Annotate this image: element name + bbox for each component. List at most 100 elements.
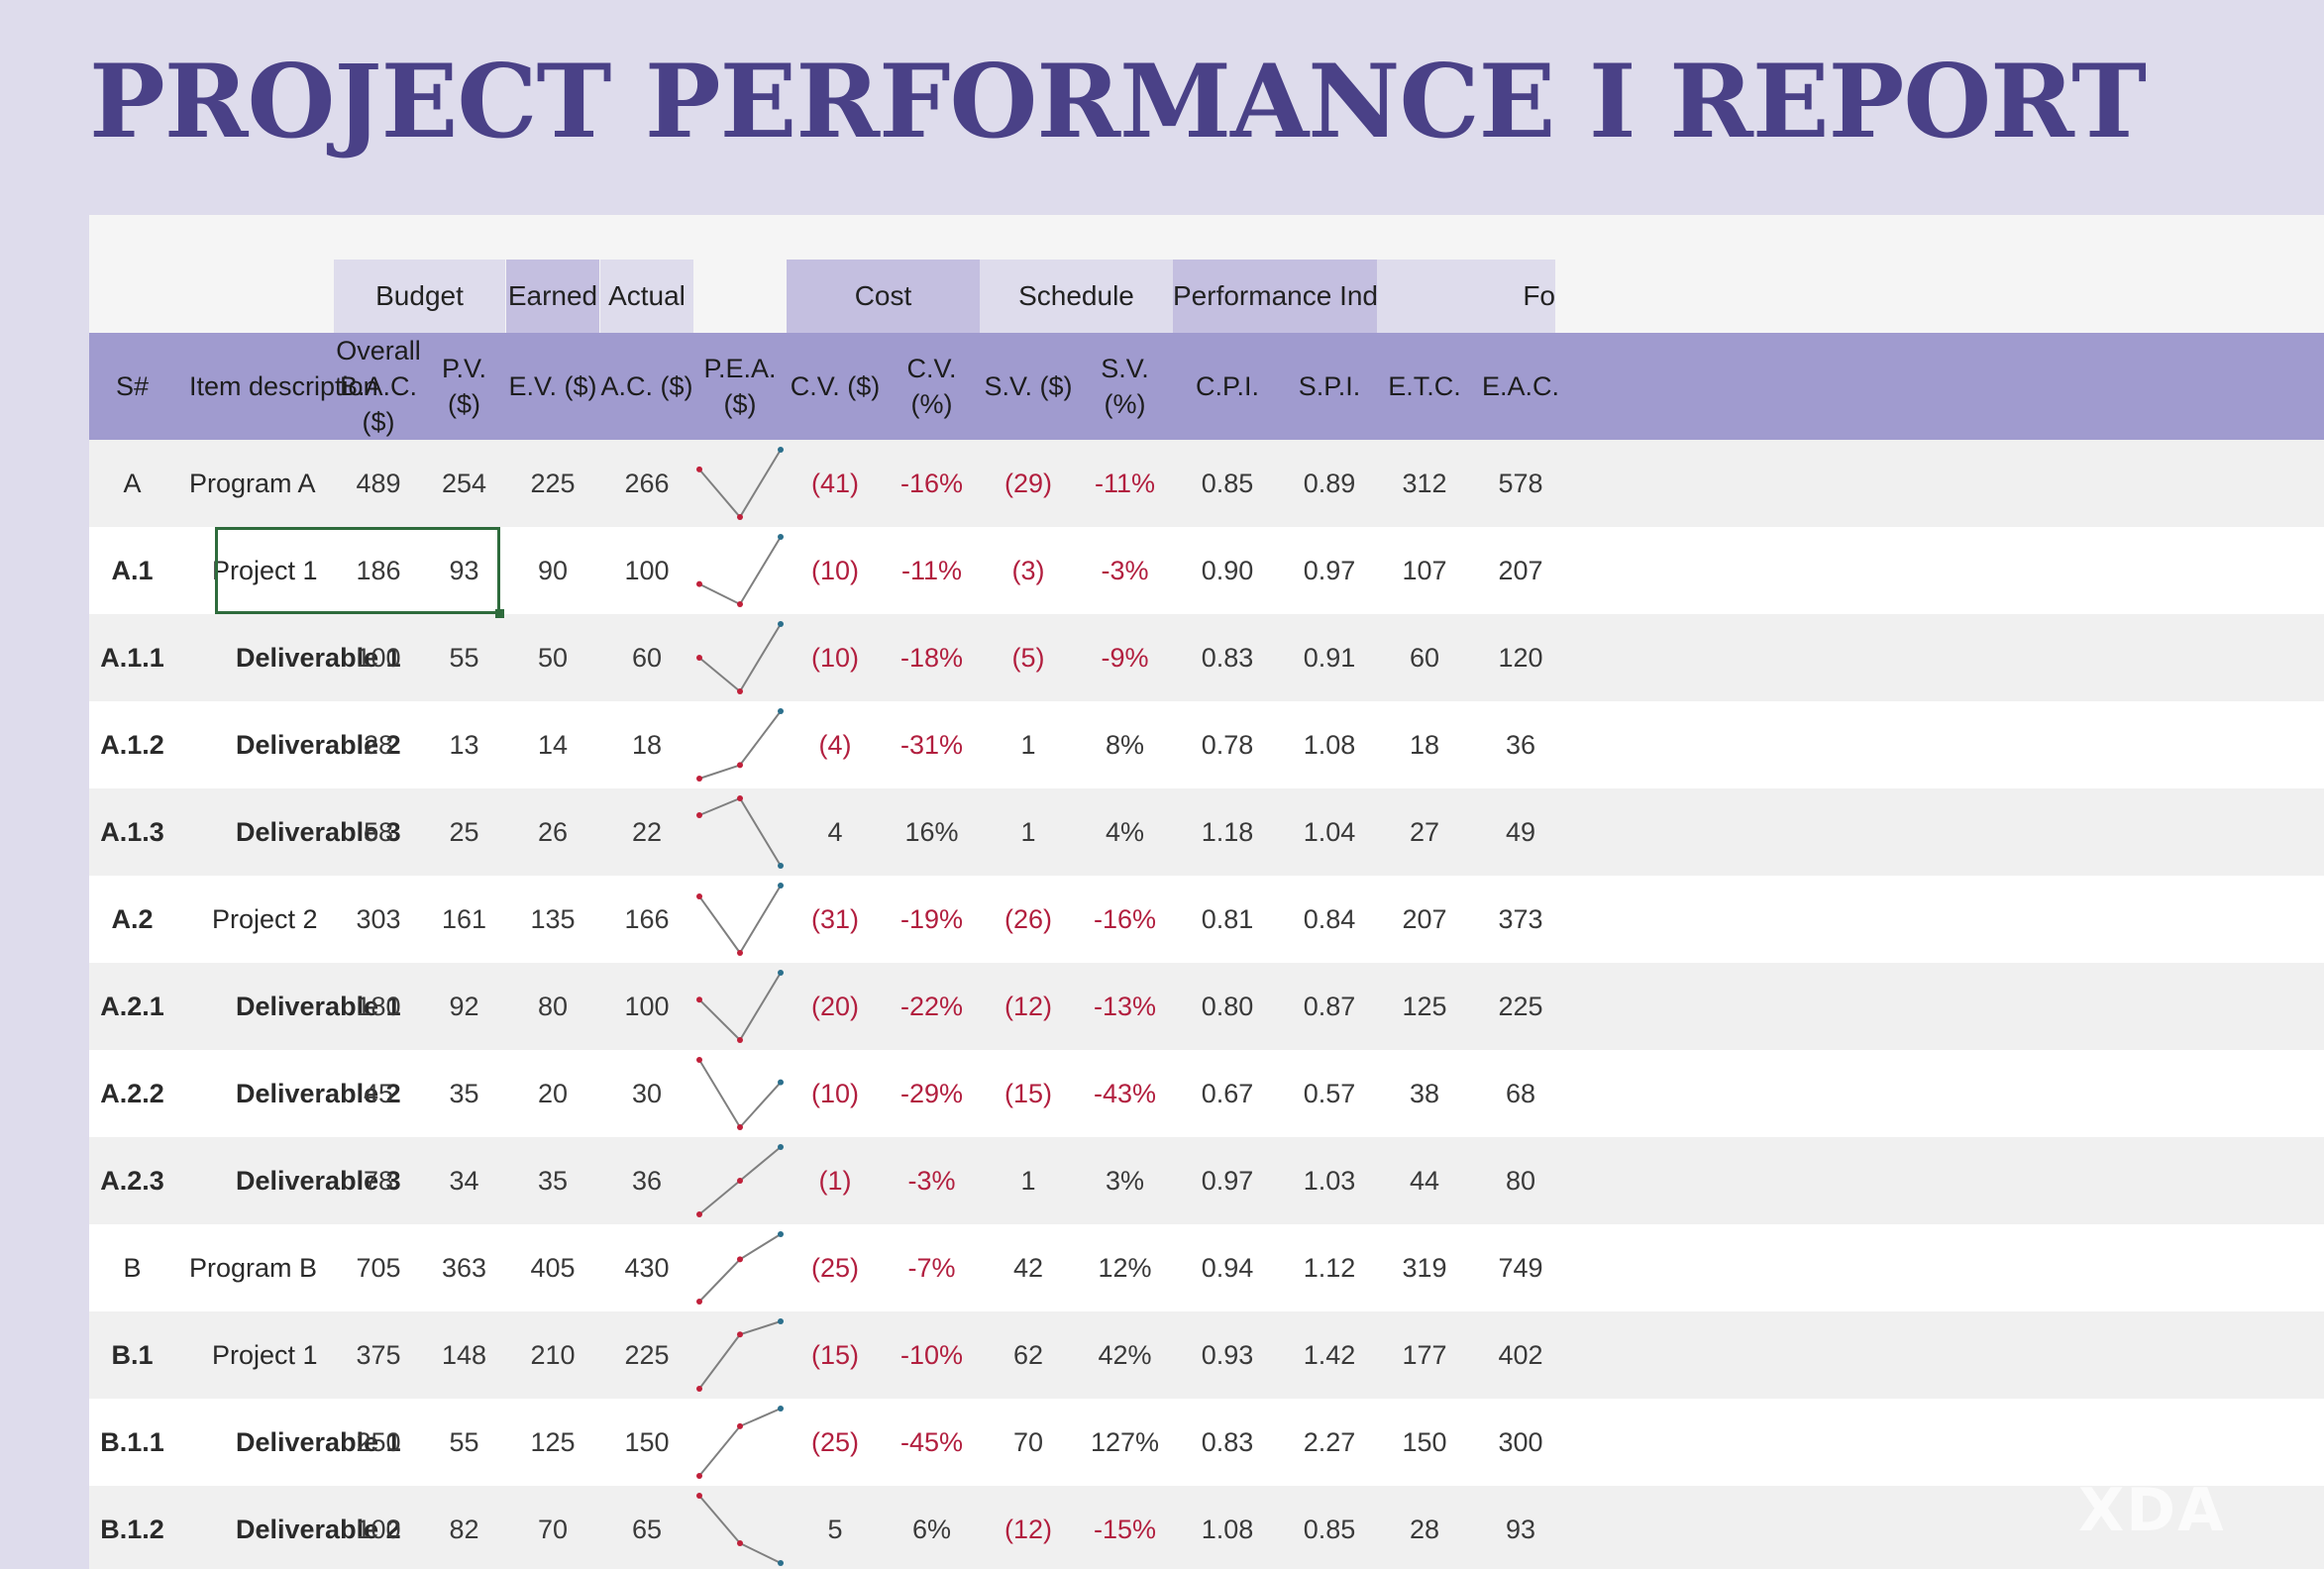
col-header-cpi[interactable]: C.P.I. xyxy=(1195,371,1260,401)
cell-ev[interactable]: 210 xyxy=(530,1340,576,1370)
cell-spi[interactable]: 0.91 xyxy=(1303,643,1356,673)
cell-cpi[interactable]: 0.83 xyxy=(1201,643,1254,673)
cell-etc[interactable]: 107 xyxy=(1402,556,1447,585)
cell-ac[interactable]: 22 xyxy=(631,817,663,847)
cell-cv[interactable]: (4) xyxy=(818,730,852,760)
cell-cpi[interactable]: 0.97 xyxy=(1201,1166,1254,1196)
cell-sv[interactable]: 1 xyxy=(1020,1166,1036,1196)
cell-ac[interactable]: 30 xyxy=(631,1079,663,1108)
cell-cpi[interactable]: 0.93 xyxy=(1201,1340,1254,1370)
col-header-bac[interactable]: Overall B.A.C. ($) xyxy=(336,336,421,437)
cell-item-description[interactable]: Program B xyxy=(189,1253,318,1283)
cell-cvp[interactable]: -3% xyxy=(907,1166,956,1196)
cell-cvp[interactable]: -18% xyxy=(899,643,964,673)
cell-bac[interactable]: 100 xyxy=(356,1515,401,1544)
cell-pv[interactable]: 254 xyxy=(441,469,487,498)
cell-item-description[interactable]: Project 1 xyxy=(212,556,318,585)
cell-spi[interactable]: 1.42 xyxy=(1303,1340,1356,1370)
cell-ac[interactable]: 150 xyxy=(624,1427,670,1457)
cell-cpi[interactable]: 0.81 xyxy=(1201,904,1254,934)
cell-bac[interactable]: 375 xyxy=(356,1340,401,1370)
spreadsheet-grid[interactable]: Budget Earned Actual Cost Schedule Perfo… xyxy=(89,215,2324,1569)
cell-svp[interactable]: -11% xyxy=(1094,469,1156,498)
cell-sn[interactable]: B.1 xyxy=(111,1340,154,1370)
cell-sn[interactable]: B.1.1 xyxy=(100,1427,164,1457)
cell-bac[interactable]: 45 xyxy=(363,1079,394,1108)
cell-ev[interactable]: 80 xyxy=(537,992,569,1021)
cell-spi[interactable]: 1.04 xyxy=(1303,817,1356,847)
cell-cpi[interactable]: 0.90 xyxy=(1201,556,1254,585)
cell-cv[interactable]: (20) xyxy=(810,992,859,1021)
cell-bac[interactable]: 186 xyxy=(356,556,401,585)
cell-item-description[interactable]: Project 2 xyxy=(212,904,318,934)
cell-cv[interactable]: (10) xyxy=(810,556,859,585)
cell-pv[interactable]: 25 xyxy=(449,817,479,847)
cell-etc[interactable]: 28 xyxy=(1409,1515,1440,1544)
cell-svp[interactable]: -9% xyxy=(1101,643,1149,673)
cell-cvp[interactable]: -29% xyxy=(899,1079,964,1108)
cell-eac[interactable]: 300 xyxy=(1498,1427,1543,1457)
cell-sv[interactable]: 1 xyxy=(1020,730,1036,760)
cell-ev[interactable]: 70 xyxy=(537,1515,569,1544)
cell-cv[interactable]: (31) xyxy=(810,904,859,934)
cell-sv[interactable]: 62 xyxy=(1012,1340,1044,1370)
cell-ac[interactable]: 266 xyxy=(624,469,670,498)
col-header-spi[interactable]: S.P.I. xyxy=(1298,371,1361,401)
cell-etc[interactable]: 38 xyxy=(1409,1079,1440,1108)
cell-cvp[interactable]: -16% xyxy=(899,469,964,498)
cell-etc[interactable]: 44 xyxy=(1409,1166,1440,1196)
cell-ev[interactable]: 90 xyxy=(537,556,569,585)
cell-cpi[interactable]: 0.67 xyxy=(1201,1079,1254,1108)
cell-sn[interactable]: A.2 xyxy=(111,904,154,934)
cell-svp[interactable]: 4% xyxy=(1105,817,1145,847)
cell-item-description[interactable]: Deliverable 3 xyxy=(236,1166,401,1196)
cell-eac[interactable]: 578 xyxy=(1498,469,1543,498)
cell-bac[interactable]: 78 xyxy=(363,1166,394,1196)
cell-ev[interactable]: 26 xyxy=(537,817,569,847)
cell-sn[interactable]: A.1.1 xyxy=(100,643,164,673)
cell-spi[interactable]: 1.03 xyxy=(1303,1166,1356,1196)
cell-cpi[interactable]: 0.85 xyxy=(1201,469,1254,498)
cell-bac[interactable]: 705 xyxy=(356,1253,401,1283)
cell-ev[interactable]: 135 xyxy=(530,904,576,934)
cell-sv[interactable]: (5) xyxy=(1011,643,1045,673)
cell-cvp[interactable]: 6% xyxy=(911,1515,952,1544)
cell-sn[interactable]: A.1 xyxy=(111,556,154,585)
col-header-cv-pct[interactable]: C.V. (%) xyxy=(906,354,957,419)
cell-eac[interactable]: 36 xyxy=(1505,730,1536,760)
cell-cv[interactable]: (25) xyxy=(810,1253,859,1283)
cell-sv[interactable]: (12) xyxy=(1004,1515,1052,1544)
col-header-pea[interactable]: P.E.A. ($) xyxy=(703,354,777,419)
cell-cpi[interactable]: 0.80 xyxy=(1201,992,1254,1021)
cell-item-description[interactable]: Deliverable 1 xyxy=(236,1427,401,1457)
cell-pv[interactable]: 148 xyxy=(441,1340,487,1370)
cell-sn[interactable]: A.1.2 xyxy=(100,730,164,760)
cell-pv[interactable]: 13 xyxy=(449,730,479,760)
cell-ev[interactable]: 125 xyxy=(530,1427,576,1457)
active-cell-selection[interactable] xyxy=(215,527,500,614)
cell-sn[interactable]: B xyxy=(123,1253,142,1283)
cell-cvp[interactable]: 16% xyxy=(904,817,959,847)
cell-sv[interactable]: 42 xyxy=(1012,1253,1044,1283)
cell-svp[interactable]: 42% xyxy=(1098,1340,1152,1370)
cell-eac[interactable]: 373 xyxy=(1498,904,1543,934)
cell-bac[interactable]: 250 xyxy=(356,1427,401,1457)
cell-item-description[interactable]: Deliverable 2 xyxy=(236,730,401,760)
cell-ac[interactable]: 225 xyxy=(624,1340,670,1370)
cell-sv[interactable]: (29) xyxy=(1004,469,1052,498)
cell-item-description[interactable]: Deliverable 2 xyxy=(236,1079,401,1108)
cell-ac[interactable]: 60 xyxy=(631,643,663,673)
cell-pv[interactable]: 92 xyxy=(449,992,479,1021)
cell-spi[interactable]: 2.27 xyxy=(1303,1427,1356,1457)
cell-item-description[interactable]: Project 1 xyxy=(212,1340,318,1370)
cell-eac[interactable]: 49 xyxy=(1505,817,1536,847)
col-header-item[interactable]: Item description xyxy=(189,371,378,401)
cell-spi[interactable]: 0.85 xyxy=(1303,1515,1356,1544)
col-header-cv[interactable]: C.V. ($) xyxy=(790,371,881,401)
cell-eac[interactable]: 749 xyxy=(1498,1253,1543,1283)
cell-bac[interactable]: 180 xyxy=(356,992,401,1021)
cell-cv[interactable]: (1) xyxy=(818,1166,852,1196)
cell-ac[interactable]: 100 xyxy=(624,556,670,585)
cell-svp[interactable]: -3% xyxy=(1101,556,1149,585)
cell-sv[interactable]: (12) xyxy=(1004,992,1052,1021)
